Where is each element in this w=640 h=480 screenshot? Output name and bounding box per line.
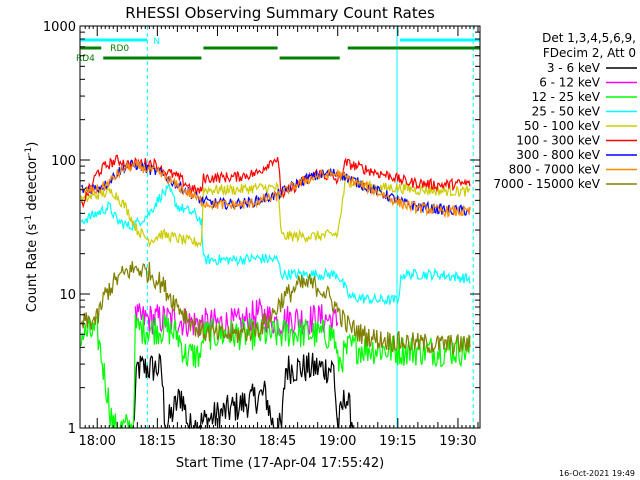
legend-title-line: Det 1,3,4,5,6,9, [542,31,636,45]
flag-label-rd4: RD4 [76,54,95,64]
legend: Det 1,3,4,5,6,9,FDecim 2, Att 03 - 6 keV… [493,31,637,191]
flag-label-rd0: RD0 [110,44,129,54]
timestamp-label: 16-Oct-2021 19:49 [559,469,635,478]
x-tick-label: 19:00 [319,434,356,449]
x-tick-label: 19:30 [439,434,476,449]
legend-label-7: 800 - 7000 keV [509,163,601,177]
y-axis-label-part3: ) [25,142,40,147]
x-tick-label: 18:45 [259,434,296,449]
legend-label-3: 25 - 50 keV [532,105,601,119]
x-axis-label: Start Time (17-Apr-04 17:55:42) [176,456,384,471]
series-line-4 [80,176,471,249]
series-line-5 [80,154,471,209]
y-axis-label: Count Rate (s-1 detector-1) [24,142,40,313]
series-line-7 [80,160,471,219]
plot-frame [79,25,481,429]
series-line-3 [80,183,471,306]
x-tick-label: 19:15 [379,434,416,449]
y-axis-label-sup2: -1 [24,147,34,156]
y-tick-label: 1000 [43,20,76,35]
series-line-0 [132,352,354,431]
series-line-1 [134,298,339,340]
y-tick-label: 10 [59,288,76,303]
legend-label-2: 12 - 25 keV [532,90,601,104]
y-tick-label: 1 [68,422,76,437]
legend-label-4: 50 - 100 keV [524,119,601,133]
x-tick-label: 18:30 [199,434,236,449]
legend-label-1: 6 - 12 keV [539,76,601,90]
flag-label-n: N [153,37,160,47]
chart-title: RHESSI Observing Summary Count Rates [125,4,435,22]
y-axis: 1 10 100 1000 [43,20,480,437]
y-axis-label-sup1: -1 [24,215,34,224]
plot-area: N RD0 RD4 1 10 100 1000 18:00 18:15 18:30 18:45 19:… [43,20,480,449]
legend-label-6: 300 - 800 keV [516,148,600,162]
y-axis-label-part2: detector [25,155,40,215]
series-line-8 [80,261,471,355]
x-tick-label: 18:00 [79,434,116,449]
legend-label-0: 3 - 6 keV [547,61,601,75]
legend-title-line: FDecim 2, Att 0 [543,46,636,60]
y-tick-label: 100 [51,154,76,169]
x-tick-label: 18:15 [139,434,176,449]
legend-label-8: 7000 - 15000 keV [493,177,600,191]
series-line-2 [80,313,471,429]
y-axis-label-part1: Count Rate (s [25,224,40,313]
legend-label-5: 100 - 300 keV [516,134,600,148]
